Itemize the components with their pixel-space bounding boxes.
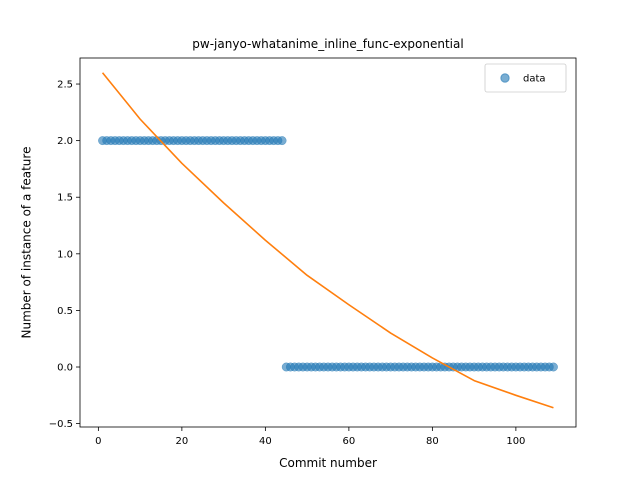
x-tick-label: 80 — [426, 436, 439, 447]
y-axis-label: Number of instance of a feature — [20, 147, 34, 339]
y-tick-label: 0.5 — [57, 306, 73, 317]
x-tick-label: 0 — [95, 436, 101, 447]
y-tick-label: 1.5 — [57, 193, 73, 204]
data-point — [277, 136, 287, 146]
y-tick-label: −0.5 — [49, 419, 73, 430]
fit-line — [101, 72, 554, 409]
chart-title: pw-janyo-whatanime_inline_func-exponenti… — [192, 37, 463, 51]
x-tick-label: 40 — [259, 436, 272, 447]
x-tick-label: 100 — [506, 436, 525, 447]
y-tick-label: 2.5 — [57, 80, 73, 91]
legend-marker — [500, 73, 510, 83]
x-tick-label: 20 — [176, 436, 189, 447]
axes: 0 20 40 60 80 100 −0.5 0.0 0.5 1.0 1.5 2.0 2.5 — [49, 57, 577, 447]
axes-frame — [79, 57, 577, 428]
y-tick-label: 0.0 — [57, 363, 73, 374]
plot-area — [98, 72, 558, 409]
x-tick-label: 60 — [343, 436, 356, 447]
y-tick-label: 2.0 — [57, 136, 73, 147]
x-axis-label: Commit number — [279, 456, 377, 470]
data-point — [549, 362, 558, 372]
legend-label: data — [523, 74, 546, 85]
y-tick-label: 1.0 — [57, 249, 73, 260]
legend: data — [484, 63, 567, 93]
series-data — [98, 136, 558, 372]
legend-box — [484, 63, 567, 93]
